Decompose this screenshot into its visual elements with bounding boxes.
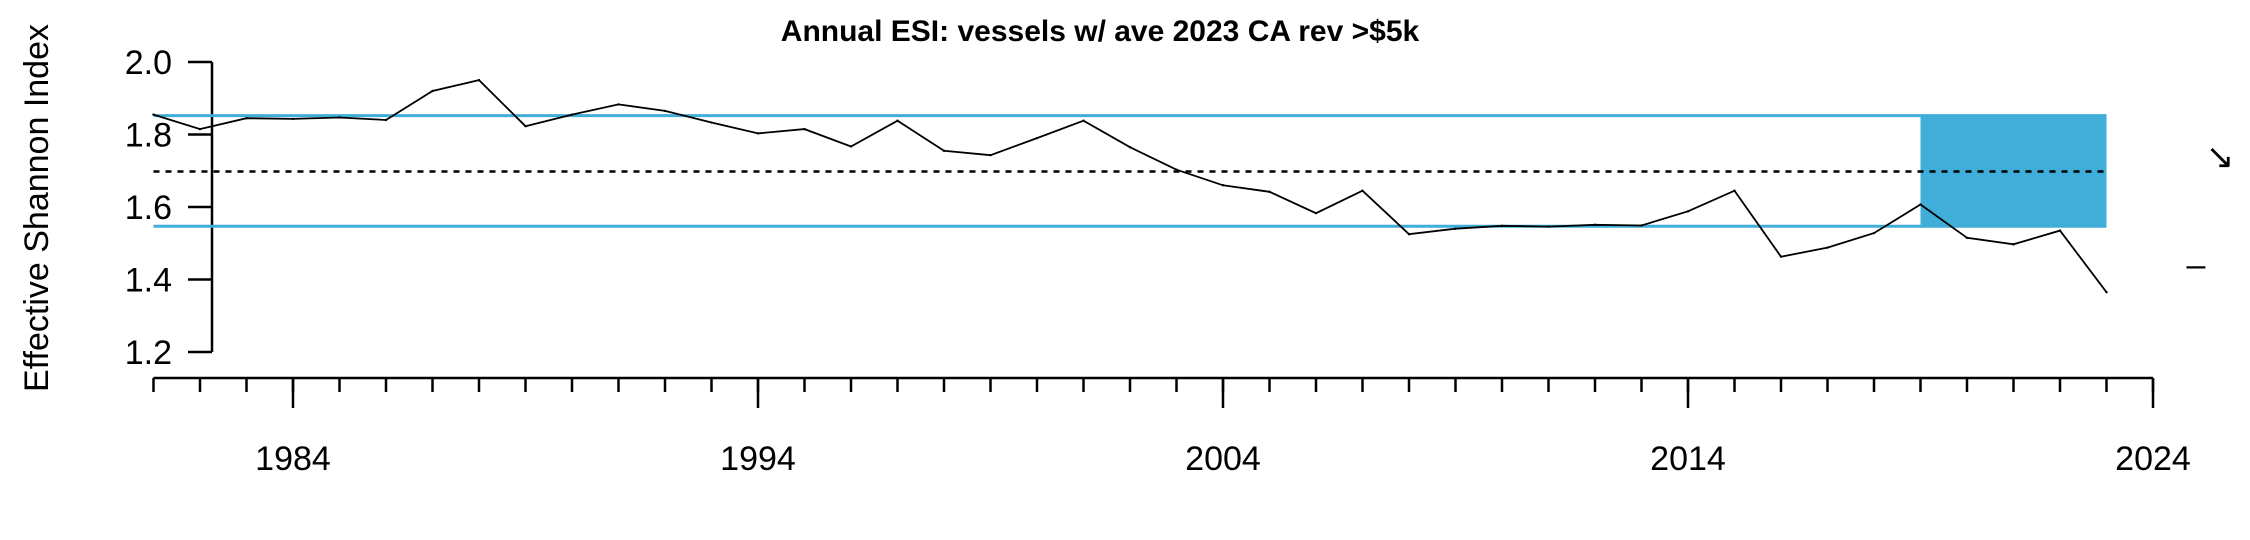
esi-data-point [2012, 243, 2015, 246]
esi-data-point [1919, 203, 1922, 206]
esi-data-point [198, 127, 202, 131]
esi-data-point [2058, 229, 2062, 232]
esi-data-point [1547, 225, 1550, 228]
esi-data-point [1454, 227, 1457, 230]
esi-data-point [338, 116, 341, 119]
esi-data-point [1268, 190, 1271, 193]
y-tick-label: 1.8 [125, 117, 172, 155]
x-tick-label: 1984 [255, 440, 331, 478]
esi-data-point [524, 124, 527, 128]
x-tick-label: 2024 [2115, 440, 2191, 478]
esi-data-point [1779, 255, 1783, 258]
esi-series-line [153, 79, 2108, 293]
y-tick-label: 1.2 [125, 334, 172, 372]
esi-data-point [989, 153, 992, 157]
esi-data-point [1175, 168, 1178, 171]
x-tick-label: 1994 [720, 440, 796, 478]
trend-indicators: ↘– [2187, 138, 2235, 284]
esi-data-point [1500, 224, 1504, 228]
y-tick-label: 1.6 [125, 189, 172, 227]
esi-data-point [245, 116, 248, 120]
y-axis: 1.2 1.4 1.6 1.8 2.0 [125, 44, 214, 372]
esi-data-point [384, 118, 388, 122]
mean-indicator-icon: – [2187, 246, 2206, 284]
esi-data-point [1872, 231, 1876, 235]
esi-data-point [1082, 119, 1085, 122]
esi-data-point [2105, 290, 2108, 294]
esi-data-point [152, 113, 155, 116]
esi-data-point [1221, 184, 1225, 187]
chart-title: Annual ESI: vessels w/ ave 2023 CA rev >… [781, 15, 1420, 48]
esi-data-point [849, 145, 853, 148]
esi-data-point [1640, 224, 1643, 227]
esi-data-point [803, 127, 806, 131]
y-tick-label: 2.0 [125, 44, 172, 82]
esi-data-point [1407, 232, 1411, 236]
esi-data-point [1965, 236, 1969, 240]
esi-data-point [1128, 145, 1132, 149]
esi-data-point [1686, 210, 1690, 213]
x-tick-label: 2004 [1185, 440, 1261, 478]
esi-data-point [1733, 189, 1736, 192]
esi-data-point [291, 117, 295, 121]
x-tick-label: 2014 [1650, 440, 1726, 478]
esi-data-point [663, 109, 667, 113]
esi-data-point [1035, 136, 1039, 140]
esi-data-point [617, 103, 620, 106]
y-axis-label: Effective Shannon Index [18, 24, 56, 392]
esi-data-point [1593, 223, 1597, 226]
esi-data-point [710, 121, 713, 124]
esi-data-point [1361, 189, 1364, 192]
esi-data-point [477, 78, 481, 82]
x-axis: 1984 1994 2004 2014 2024 [152, 376, 2191, 478]
plot-area [152, 78, 2108, 294]
esi-data-point [896, 119, 899, 122]
esi-data-point [1826, 246, 1829, 249]
esi-data-point [942, 149, 946, 153]
esi-data-point [756, 132, 760, 135]
esi-data-point [431, 89, 434, 93]
esi-data-point [1314, 211, 1318, 215]
esi-data-point [570, 113, 574, 116]
y-tick-label: 1.4 [125, 262, 172, 300]
trend-arrow-icon: ↘ [2206, 138, 2235, 176]
